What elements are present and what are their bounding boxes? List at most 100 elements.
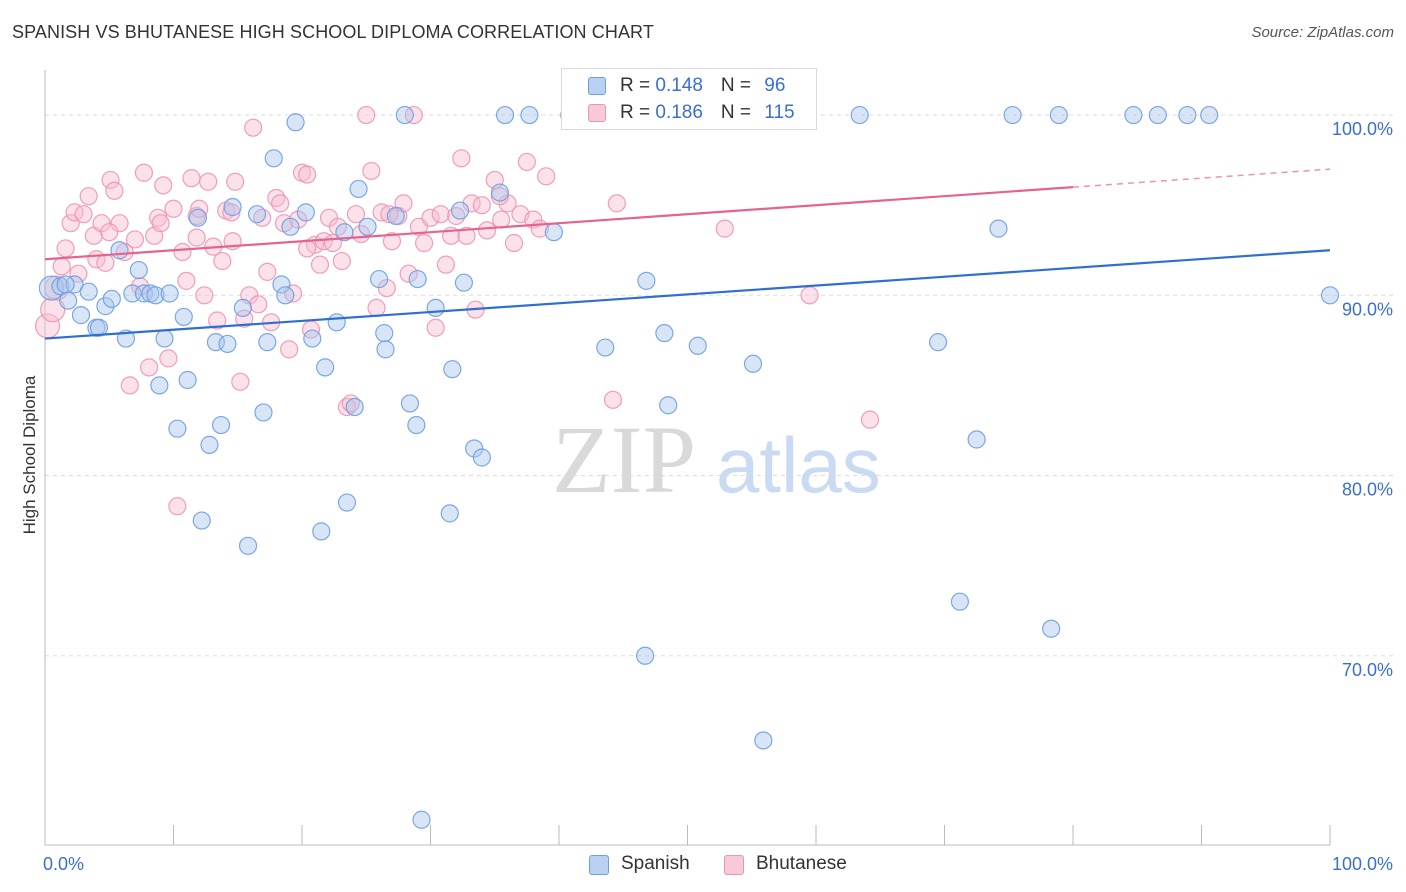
spanish-point (370, 269, 389, 289)
spanish-point (637, 271, 656, 290)
spanish-point (200, 435, 219, 454)
legend-label-bhutanese: Bhutanese (756, 853, 847, 874)
bhutanese-point (249, 295, 268, 314)
spanish-point (206, 333, 226, 352)
bhutanese-point (52, 257, 71, 276)
bhutanese-point (190, 199, 209, 218)
bhutanese-point (492, 210, 511, 229)
bhutanese-points (34, 105, 880, 516)
spanish-point (168, 419, 187, 438)
legend-r-value: 0.148 (655, 75, 703, 96)
bhutanese-point (253, 208, 272, 227)
bhutanese-point (213, 251, 232, 271)
spanish-point (223, 197, 242, 217)
bhutanese-point (168, 497, 187, 516)
spanish-point (520, 105, 539, 125)
bhutanese-point (100, 223, 119, 242)
bhutanese-point (199, 172, 218, 191)
spanish-point (110, 241, 129, 260)
bhutanese-point (74, 205, 93, 224)
bhutanese-point (517, 152, 536, 172)
spanish-point (174, 307, 193, 327)
legend-swatch-spanish (589, 855, 609, 875)
spanish-point (1042, 619, 1061, 638)
bhutanese-point (173, 242, 192, 262)
spanish-point (440, 504, 459, 523)
legend-n-value: 96 (764, 75, 786, 96)
watermark-zip: ZIP (552, 406, 696, 513)
spanish-point (155, 329, 174, 348)
bhutanese-point (208, 311, 227, 330)
bhutanese-point (154, 176, 173, 195)
spanish-point (258, 333, 277, 352)
spanish-point (743, 354, 763, 373)
spanish-point (286, 113, 305, 132)
spanish-point (233, 298, 252, 318)
stats-legend: R = 0.148 N = 96 R = 0.186 N = 115 (561, 68, 817, 130)
spanish-point (407, 415, 426, 435)
spanish-point (89, 318, 109, 337)
tick-labels: 70.0% 80.0% 90.0% 100.0% 0.0% 100.0% (43, 119, 1393, 874)
spanish-point (327, 313, 346, 332)
spanish-point (358, 217, 377, 236)
bhutanese-point (298, 239, 317, 258)
legend-n-label: N = (720, 75, 757, 96)
spanish-point (146, 286, 165, 305)
spanish-point (850, 105, 869, 125)
spanish-point (967, 430, 986, 449)
spanish-point (316, 358, 335, 377)
spanish-point (1003, 105, 1022, 125)
spanish-point (408, 269, 427, 289)
bhutanese-point (310, 255, 330, 274)
spanish-point (472, 448, 491, 467)
spanish-point (655, 324, 674, 343)
spanish-point (345, 397, 364, 417)
bhutanese-point (151, 214, 170, 233)
bhutanese-point (159, 349, 178, 368)
bhutanese-point (79, 187, 98, 206)
y-tick-label: 100.0% (1332, 119, 1393, 139)
bhutanese-point (382, 232, 402, 251)
bhutanese-point (96, 253, 115, 272)
bhutanese-point (187, 228, 206, 247)
spanish-point (303, 329, 322, 348)
spanish-point (989, 219, 1008, 238)
gridlines (45, 114, 1393, 657)
source-label: Source: ZipAtlas.com (1251, 24, 1394, 41)
bhutanese-point (715, 219, 734, 238)
bhutanese-point (399, 264, 418, 283)
bhutanese-point (431, 205, 450, 224)
bhutanese-point (472, 196, 491, 215)
spanish-point (272, 275, 291, 294)
bhutanese-point (477, 221, 497, 240)
spanish-point (544, 223, 563, 242)
bhutanese-point (125, 230, 145, 249)
spanish-point (335, 223, 354, 242)
bhutanese-point (40, 297, 66, 323)
bhutanese-point (452, 149, 471, 168)
bhutanese-point (120, 376, 139, 395)
bhutanese-point (65, 203, 84, 222)
spanish-point (928, 333, 948, 352)
legend-n-value: 115 (764, 102, 795, 123)
spanish-point (596, 338, 615, 357)
bhutanese-point (177, 271, 196, 290)
bhutanese-point (271, 194, 290, 213)
bhutanese-point (800, 286, 819, 305)
bhutanese-point (258, 262, 277, 281)
spanish-point (495, 105, 515, 125)
spanish-point (218, 334, 237, 354)
legend-r-label: R = (620, 75, 656, 96)
bhutanese-point (332, 251, 351, 271)
bhutanese-point (603, 390, 623, 409)
spanish-point (337, 493, 357, 512)
bhutanese-point (101, 170, 120, 190)
legend-swatch-bhutanese (724, 855, 744, 875)
bhutanese-point (105, 181, 124, 200)
bhutanese-point (110, 214, 129, 233)
spanish-point (192, 511, 211, 530)
bhutanese-point (164, 199, 183, 218)
legend-swatch-spanish (588, 77, 606, 95)
bhutanese-point (231, 372, 250, 391)
spanish-point (238, 536, 258, 555)
